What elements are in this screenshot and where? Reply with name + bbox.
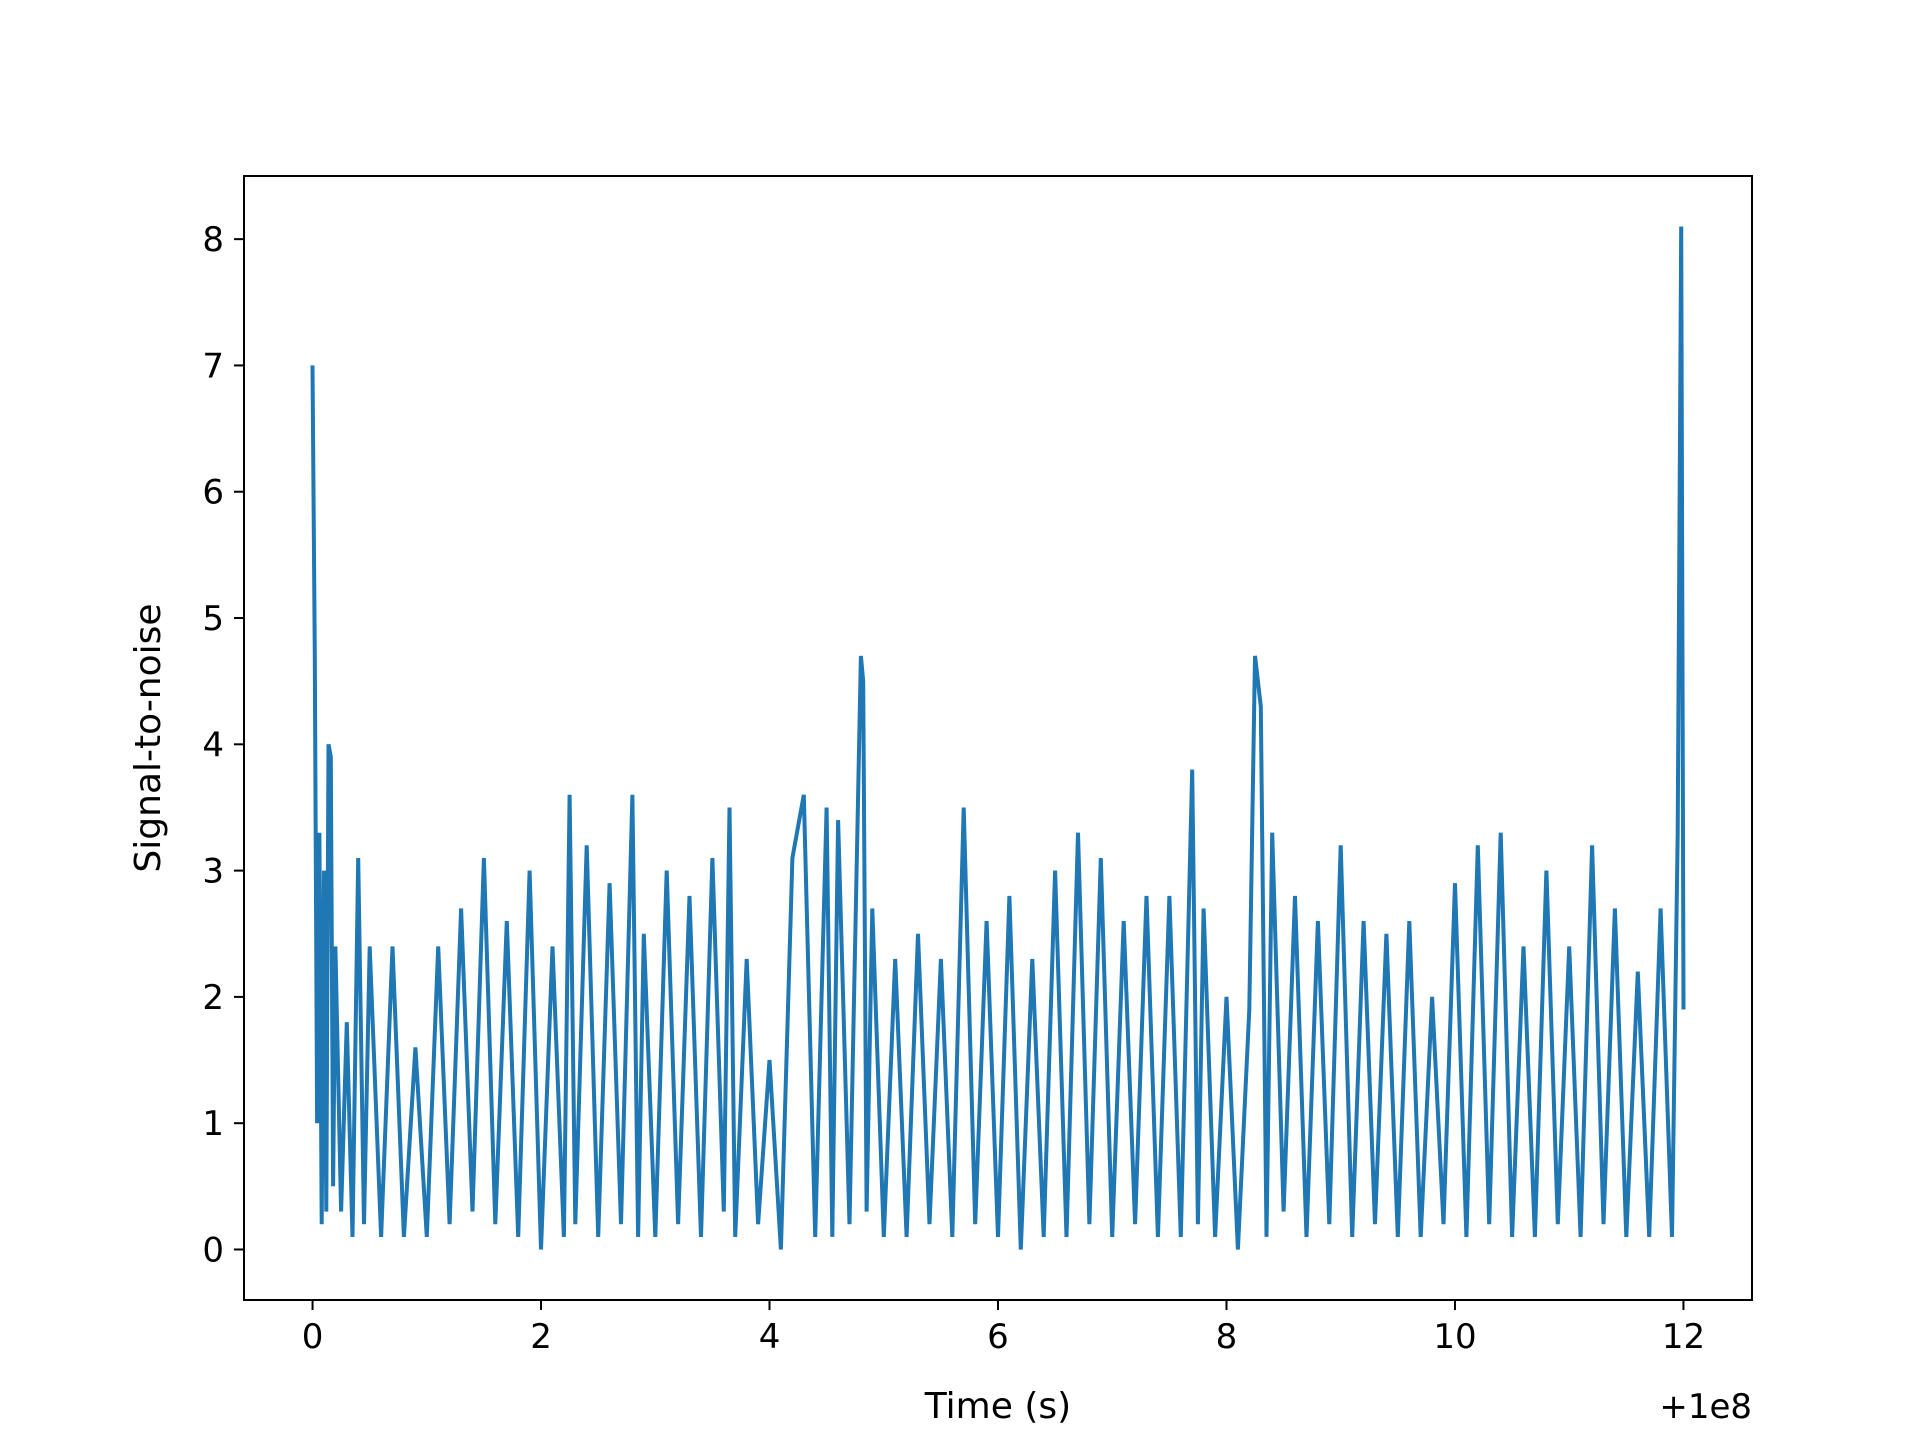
y-tick-label: 2 xyxy=(202,978,224,1018)
x-tick-label: 8 xyxy=(1216,1317,1238,1357)
y-tick-label: 1 xyxy=(202,1104,224,1144)
x-axis-label: Time (s) xyxy=(924,1386,1071,1427)
x-tick-label: 4 xyxy=(759,1317,781,1357)
x-tick-label: 0 xyxy=(302,1317,324,1357)
x-axis-offset-label: +1e8 xyxy=(1659,1387,1752,1427)
y-tick-label: 5 xyxy=(202,599,224,639)
y-tick-label: 6 xyxy=(202,473,224,513)
y-tick-label: 4 xyxy=(202,725,224,765)
x-tick-label: 2 xyxy=(530,1317,552,1357)
series-line-0 xyxy=(310,226,1686,1250)
x-axis: 0 2 4 6 8 10 12 xyxy=(302,1300,1705,1357)
x-tick-label: 10 xyxy=(1433,1317,1476,1357)
series-layer xyxy=(310,226,1686,1250)
y-tick-label: 8 xyxy=(202,220,224,260)
x-tick-label: 6 xyxy=(987,1317,1009,1357)
x-tick-label: 12 xyxy=(1662,1317,1705,1357)
y-tick-label: 7 xyxy=(202,346,224,386)
y-tick-label: 0 xyxy=(202,1230,224,1270)
y-axis: 0 1 2 3 4 5 6 7 8 xyxy=(202,220,244,1270)
y-axis-label: Signal-to-noise xyxy=(128,603,169,872)
y-tick-label: 3 xyxy=(202,852,224,892)
